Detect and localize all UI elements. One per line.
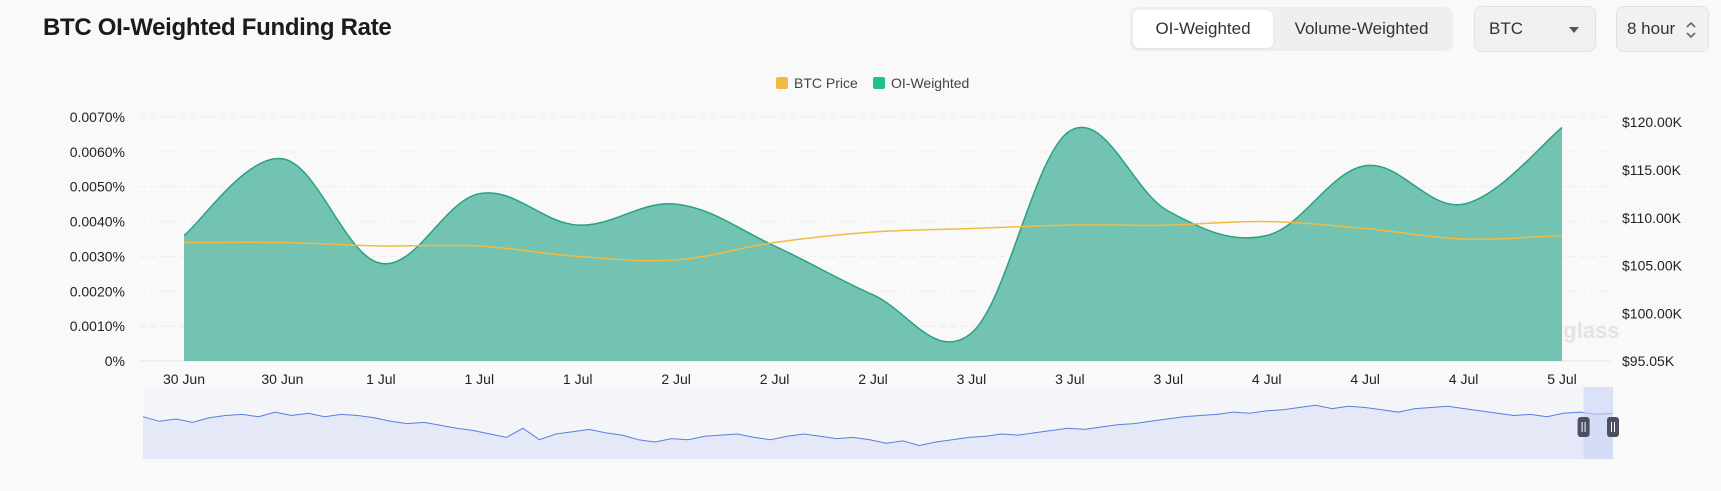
x-tick-label: 4 Jul — [1252, 371, 1282, 387]
up-down-arrows-icon — [1686, 21, 1696, 39]
chevron-down-icon — [1569, 27, 1579, 33]
coin-select-value: BTC — [1489, 19, 1523, 38]
y-left-tick-label: 0.0060% — [70, 144, 125, 160]
chart-series — [183, 126, 1563, 361]
x-tick-label: 1 Jul — [464, 371, 494, 387]
x-tick-label: 3 Jul — [957, 371, 987, 387]
x-tick-label: 1 Jul — [563, 371, 593, 387]
y-right-tick-label: $105.00K — [1622, 258, 1683, 274]
interval-select[interactable]: 8 hour — [1616, 6, 1709, 52]
y-left-tick-label: 0.0020% — [70, 283, 125, 299]
y-left-tick-label: 0% — [105, 353, 125, 369]
x-axis: 30 Jun 30 Jun 1 Jul 1 Jul 1 Jul 2 Jul 2 Jul 2 J… — [163, 371, 1577, 387]
navigator-area — [143, 405, 1613, 459]
y-left-tick-label: 0.0050% — [70, 179, 125, 195]
oi-weighted-line — [183, 126, 1563, 343]
coin-select[interactable]: BTC — [1474, 6, 1596, 52]
y-left-tick-label: 0.0010% — [70, 318, 125, 334]
btc-price-line — [183, 220, 1563, 262]
y-axis-left: 0% 0.0010% 0.0020% 0.0030% 0.0040% 0.0050% 0.0… — [70, 109, 125, 369]
y-axis-right: $95.05K $100.00K $105.00K $110.00K $115.00K $… — [1622, 114, 1683, 369]
legend-swatch — [873, 77, 885, 89]
x-tick-label: 3 Jul — [1153, 371, 1183, 387]
x-tick-label: 2 Jul — [661, 371, 691, 387]
x-tick-label: 30 Jun — [261, 371, 303, 387]
legend-label: OI-Weighted — [891, 75, 969, 91]
tab-volume-weighted[interactable]: Volume-Weighted — [1294, 19, 1429, 38]
x-tick-label: 30 Jun — [163, 371, 205, 387]
y-left-tick-label: 0.0070% — [70, 109, 125, 125]
y-right-tick-label: $100.00K — [1622, 306, 1683, 322]
x-tick-label: 3 Jul — [1055, 371, 1085, 387]
y-left-tick-label: 0.0030% — [70, 248, 125, 264]
y-right-tick-label: $120.00K — [1622, 114, 1683, 130]
x-tick-label: 2 Jul — [760, 371, 790, 387]
page-title: BTC OI-Weighted Funding Rate — [43, 14, 392, 41]
y-right-tick-label: $115.00K — [1622, 162, 1682, 178]
y-right-tick-label: $110.00K — [1622, 210, 1682, 226]
navigator-line — [142, 404, 1614, 447]
navigator-left-handle[interactable] — [1577, 417, 1590, 437]
x-tick-label: 5 Jul — [1547, 371, 1577, 387]
chart-legend: BTC Price OI-Weighted — [776, 75, 969, 91]
x-tick-label: 4 Jul — [1449, 371, 1479, 387]
navigator-right-handle[interactable] — [1607, 417, 1619, 437]
chart-navigator — [142, 387, 1619, 459]
x-tick-label: 2 Jul — [858, 371, 888, 387]
tab-oi-weighted[interactable]: OI-Weighted — [1133, 10, 1273, 48]
oi-weighted-area — [184, 127, 1562, 361]
interval-select-value: 8 hour — [1627, 19, 1676, 38]
y-right-tick-label: $95.05K — [1622, 353, 1675, 369]
weighting-toggle: OI-Weighted Volume-Weighted — [1130, 7, 1453, 51]
y-left-tick-label: 0.0040% — [70, 214, 125, 230]
x-tick-label: 1 Jul — [366, 371, 396, 387]
x-tick-label: 4 Jul — [1350, 371, 1380, 387]
legend-swatch — [776, 77, 788, 89]
legend-label: BTC Price — [794, 75, 858, 91]
